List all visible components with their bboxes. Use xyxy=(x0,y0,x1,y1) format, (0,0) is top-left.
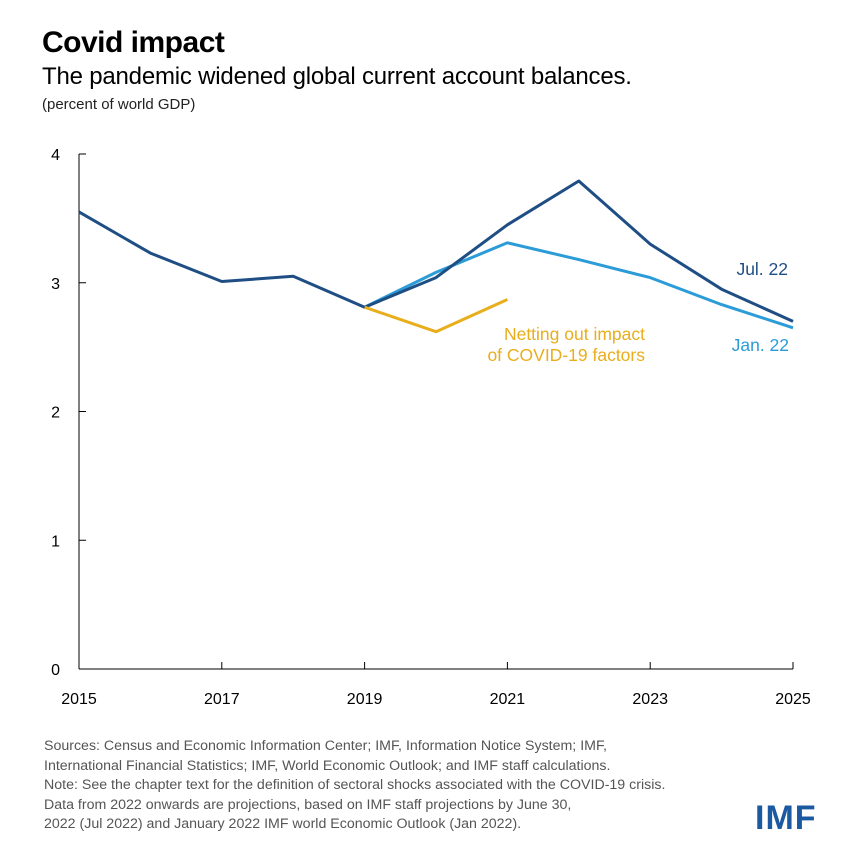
imf-logo: IMF xyxy=(755,799,817,837)
sources-note: Sources: Census and Economic Information… xyxy=(44,737,834,835)
series-annotation: Jan. 22 xyxy=(732,335,789,355)
sources-line: Sources: Census and Economic Information… xyxy=(44,738,607,754)
annotation-line: Jan. 22 xyxy=(732,335,789,355)
note-line: Data from 2022 onwards are projections, … xyxy=(44,796,572,813)
unit-label: (percent of world GDP) xyxy=(42,96,196,113)
annotation-line: of COVID-19 factors xyxy=(487,345,645,365)
series-annotation: Jul. 22 xyxy=(736,259,788,279)
chart-title: Covid impact xyxy=(42,26,225,59)
y-tick-label: 4 xyxy=(51,147,60,164)
line-chart: 0 1 2 3 4 2015 2017 2019 2021 2023 2025 Netting out… xyxy=(51,147,811,708)
series-line xyxy=(363,241,794,330)
chart-subtitle: The pandemic widened global current acco… xyxy=(42,63,632,90)
y-tick-label: 1 xyxy=(51,533,60,550)
y-tick-label: 2 xyxy=(51,405,60,422)
x-tick-label: 2025 xyxy=(775,691,811,708)
note-line: 2022 (Jul 2022) and January 2022 IMF wor… xyxy=(44,816,522,833)
note-line: Note: See the chapter text for the defin… xyxy=(44,777,666,794)
series-annotation: Netting out impact of COVID-19 factors xyxy=(487,324,645,365)
x-tick-label: 2021 xyxy=(490,691,526,708)
annotation-line: Jul. 22 xyxy=(736,259,788,279)
x-tick-label: 2019 xyxy=(347,691,383,708)
x-tick-label: 2023 xyxy=(632,691,668,708)
series-line xyxy=(78,179,794,323)
y-tick-label: 0 xyxy=(51,662,60,679)
x-tick-label: 2017 xyxy=(204,691,240,708)
sources-line: International Financial Statistics; IMF,… xyxy=(44,757,611,774)
annotation-line: Netting out impact xyxy=(504,324,645,344)
series-line xyxy=(364,298,509,334)
y-tick-label: 3 xyxy=(51,276,60,293)
x-tick-label: 2015 xyxy=(61,691,97,708)
